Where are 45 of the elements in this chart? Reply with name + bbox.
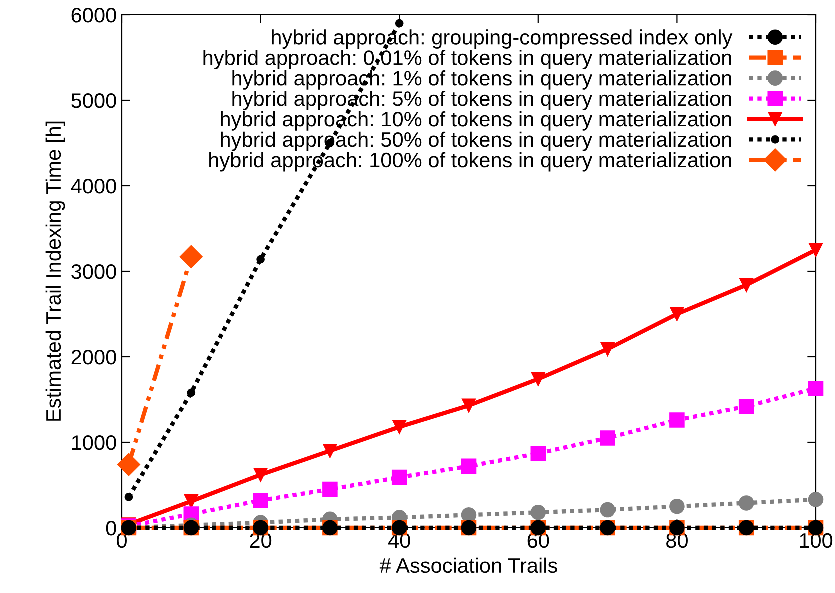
legend-label: hybrid approach: 0.01% of tokens in query materialization [204,50,732,70]
point [322,482,338,498]
legend-label: hybrid approach: grouping-compressed index only [272,30,733,50]
legend-label: hybrid approach: 10% of tokens in query materialization [221,111,732,131]
point [530,446,546,462]
point [254,468,268,482]
y-tick-label: 3000 [72,264,116,280]
point [117,453,140,476]
point [187,388,196,398]
point [180,245,203,268]
y-tick-label: 1000 [72,436,116,450]
y-tick-label: 0 [106,521,116,536]
point [738,496,754,511]
legend-label: hybrid approach: 100% of tokens in query materialization [210,152,732,172]
point [531,372,546,386]
point [600,502,616,518]
point [395,19,404,28]
point [253,493,268,508]
y-axis-title: Estimated Trail Indexing Time [h] [46,122,66,421]
point [184,494,198,508]
point [740,278,754,292]
y-tick-label: 6000 [72,8,116,23]
point [323,444,338,458]
point [392,420,407,434]
point [738,398,754,414]
point [256,255,265,264]
point [124,493,134,502]
point [809,243,823,258]
point [462,398,476,413]
point [808,380,824,396]
legend-label: hybrid approach: 1% of tokens in query materialization [232,70,732,90]
legend-label: hybrid approach: 5% of tokens in query materialization [232,90,732,110]
point [600,430,616,446]
x-axis-title: # Association Trails [380,558,558,574]
y-tick-label: 4000 [71,179,116,194]
point [670,412,685,428]
point [600,342,615,356]
point [808,492,824,508]
y-tick-label: 5000 [72,94,116,108]
point [461,458,477,474]
point [670,307,684,322]
point [392,470,408,486]
point [530,504,546,520]
y-tick-label: 2000 [72,350,116,365]
point [670,498,685,514]
